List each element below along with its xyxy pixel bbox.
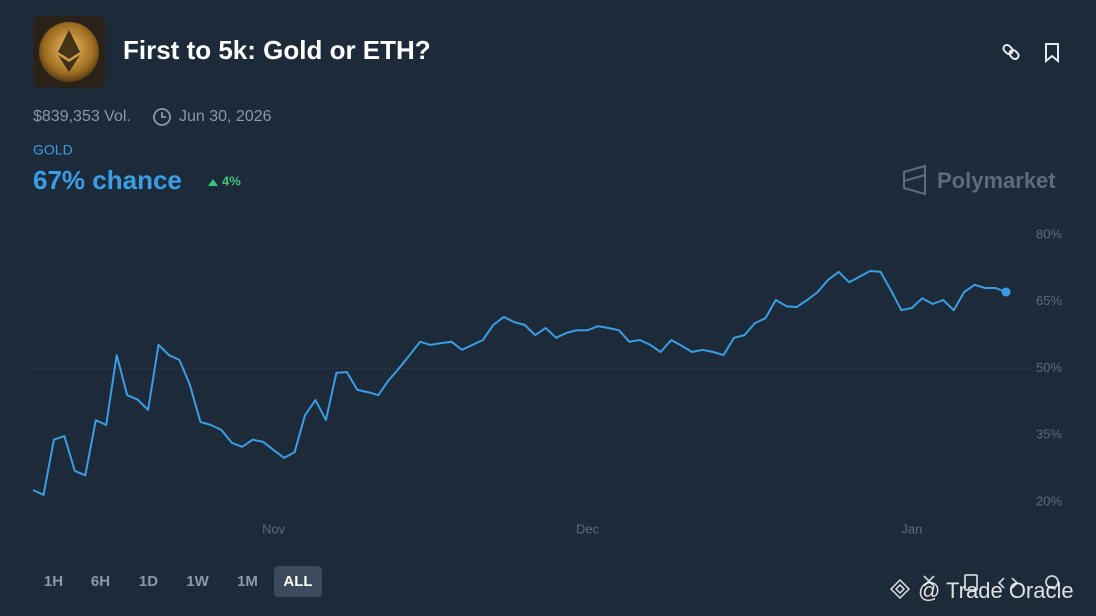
range-button-label: 1D [139,573,158,590]
range-button[interactable]: 1D [139,573,158,590]
range-button-label: 1M [237,573,258,590]
end-date: Jun 30, 2026 [179,108,272,125]
last-point [1001,287,1011,297]
watermark-logo [889,578,911,600]
range-button-bg [274,566,322,597]
y-tick-label: 80% [1036,226,1062,241]
bookmark-button[interactable] [1045,43,1059,64]
copy-link-button[interactable] [1002,43,1020,61]
range-button[interactable]: 1W [186,573,209,590]
chance: 67% chance [33,165,182,195]
plot: 20% 35% 50% 65% 80% Nov Dec Jan [32,226,1062,536]
watermark: @ Trade Oracle [918,578,1074,603]
clock-icon [153,108,171,126]
series-line [32,270,1007,496]
range-button-label: 1W [186,573,209,590]
x-tick-label: Nov [262,521,286,536]
range-button[interactable]: 1M [237,573,258,590]
legend-label: GOLD [33,142,73,158]
y-tick-label: 35% [1036,427,1062,442]
range-button[interactable]: 6H [91,573,110,590]
brand-logo [903,164,926,196]
volume: $839,353 Vol. [33,108,131,125]
market-image [33,16,105,88]
range-button[interactable]: ALL [274,566,322,597]
x-tick-label: Dec [576,521,600,536]
up-arrow [208,179,218,186]
range-button-label: 6H [91,573,110,590]
change: 4% [222,173,241,188]
toolbar-icons [923,574,1059,591]
x-tick-label: Jan [901,521,922,536]
y-tick-label: 20% [1036,493,1062,508]
market-title: First to 5k: Gold or ETH? [123,35,431,65]
y-tick-label: 65% [1036,293,1062,308]
range-button-label: 1H [44,573,63,590]
y-tick-label: 50% [1036,360,1062,375]
range-button-label: ALL [283,573,312,590]
range-buttons: 1H 6H 1D 1W 1M ALL [44,566,322,597]
brand: Polymarket [937,168,1056,193]
range-button[interactable]: 1H [44,573,63,590]
